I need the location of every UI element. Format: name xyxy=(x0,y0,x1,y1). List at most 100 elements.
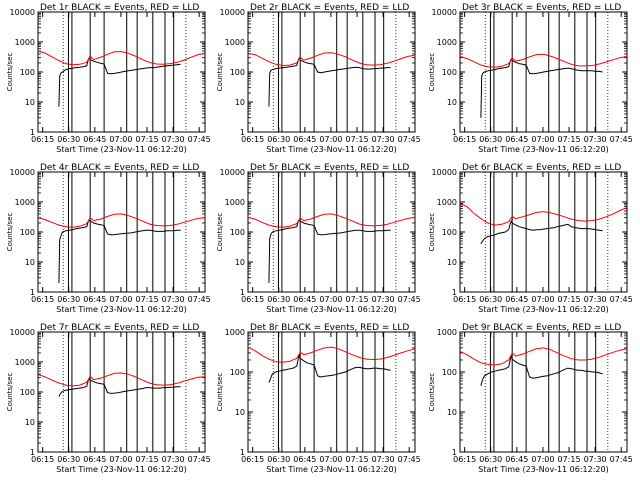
x-tick-label: 06:15 xyxy=(31,295,54,304)
series-line-lld xyxy=(247,346,416,363)
y-tick-label: 10000 xyxy=(432,168,457,177)
x-tick-label: 06:30 xyxy=(479,295,502,304)
y-tick-label: 10 xyxy=(447,98,457,107)
x-axis-label: Start Time (23-Nov-11 06:12:20) xyxy=(478,145,608,154)
chart-panel-8: Det 8r BLACK = Events, RED = LLD 1 10 100 10… xyxy=(216,323,421,474)
series-line-events xyxy=(58,56,181,107)
y-tick-label: 1 xyxy=(452,448,457,457)
x-tick-label: 06:30 xyxy=(57,295,80,304)
y-tick-label: 100 xyxy=(442,368,457,377)
chart-panel-1: Det 1r BLACK = Events, RED = LLD 1 10 100 10… xyxy=(6,3,211,154)
y-tick-label: 100 xyxy=(20,68,35,77)
series-line-events xyxy=(268,218,391,284)
x-tick-label: 06:15 xyxy=(241,135,264,144)
x-tick-label: 06:15 xyxy=(31,135,54,144)
x-tick-label: 06:45 xyxy=(293,295,316,304)
x-tick-label: 06:30 xyxy=(479,455,502,464)
x-tick-label: 07:45 xyxy=(610,455,633,464)
x-axis-label: Start Time (23-Nov-11 06:12:20) xyxy=(478,305,608,314)
x-tick-label: 06:30 xyxy=(267,135,290,144)
x-tick-label: 06:15 xyxy=(453,455,476,464)
x-tick-label: 07:45 xyxy=(188,455,211,464)
series-line-lld xyxy=(37,213,206,228)
chart-title: Det 3r BLACK = Events, RED = LLD xyxy=(462,3,621,13)
x-tick-label: 07:15 xyxy=(135,455,158,464)
x-axis-label: Start Time (23-Nov-11 06:12:20) xyxy=(478,465,608,474)
x-tick-label: 06:45 xyxy=(293,455,316,464)
y-axis-label: Counts/sec xyxy=(428,213,436,252)
y-tick-label: 100 xyxy=(20,228,35,237)
y-tick-label: 10000 xyxy=(220,168,245,177)
y-tick-label: 10 xyxy=(447,258,457,267)
chart-title: Det 7r BLACK = Events, RED = LLD xyxy=(40,323,199,333)
x-tick-label: 07:15 xyxy=(557,455,580,464)
y-tick-label: 1 xyxy=(240,288,245,297)
series-line-lld xyxy=(459,202,628,226)
x-tick-label: 07:00 xyxy=(109,455,132,464)
x-tick-label: 06:15 xyxy=(31,455,54,464)
x-tick-label: 06:30 xyxy=(57,135,80,144)
y-axis-label: Counts/sec xyxy=(216,373,224,412)
x-tick-label: 07:45 xyxy=(398,135,421,144)
x-tick-label: 06:15 xyxy=(241,295,264,304)
chart-panel-7: Det 7r BLACK = Events, RED = LLD 1 10 100 10… xyxy=(6,323,211,474)
chart-panel-6: Det 6r BLACK = Events, RED = LLD 1 10 100 10… xyxy=(428,163,633,314)
x-tick-label: 06:45 xyxy=(505,135,528,144)
chart-title: Det 5r BLACK = Events, RED = LLD xyxy=(250,163,409,173)
series-line-events xyxy=(480,354,603,387)
x-tick-label: 07:30 xyxy=(372,295,395,304)
chart-title: Det 4r BLACK = Events, RED = LLD xyxy=(40,163,199,173)
x-axis-label: Start Time (23-Nov-11 06:12:20) xyxy=(266,465,396,474)
y-tick-label: 10 xyxy=(25,98,35,107)
x-tick-label: 07:45 xyxy=(610,135,633,144)
series-line-lld xyxy=(247,52,416,67)
y-axis-label: Counts/sec xyxy=(216,213,224,252)
series-line-lld xyxy=(459,347,628,366)
y-tick-label: 10 xyxy=(235,408,245,417)
y-tick-label: 10000 xyxy=(10,168,35,177)
x-tick-label: 07:30 xyxy=(584,295,607,304)
series-line-events xyxy=(268,353,391,383)
x-tick-label: 06:30 xyxy=(57,455,80,464)
x-tick-label: 07:15 xyxy=(557,295,580,304)
x-axis-label: Start Time (23-Nov-11 06:12:20) xyxy=(266,305,396,314)
plot-frame xyxy=(247,331,416,453)
x-tick-label: 07:00 xyxy=(531,135,554,144)
y-axis-label: Counts/sec xyxy=(6,53,14,92)
x-tick-label: 06:45 xyxy=(83,295,106,304)
x-tick-label: 07:30 xyxy=(162,295,185,304)
x-tick-label: 07:30 xyxy=(162,135,185,144)
y-tick-label: 10000 xyxy=(10,328,35,337)
chart-panel-4: Det 4r BLACK = Events, RED = LLD 1 10 100 10… xyxy=(6,163,211,314)
series-line-lld xyxy=(459,53,628,68)
y-tick-label: 1000 xyxy=(225,38,245,47)
y-tick-label: 1000 xyxy=(225,198,245,207)
x-tick-label: 06:15 xyxy=(453,135,476,144)
y-tick-label: 1 xyxy=(30,288,35,297)
chart-panel-2: Det 2r BLACK = Events, RED = LLD 1 10 100 10… xyxy=(216,3,421,154)
series-line-lld xyxy=(247,213,416,228)
x-tick-label: 07:00 xyxy=(109,135,132,144)
x-tick-label: 07:30 xyxy=(372,455,395,464)
y-axis-label: Counts/sec xyxy=(6,213,14,252)
x-tick-label: 07:00 xyxy=(319,455,342,464)
x-tick-label: 06:45 xyxy=(293,135,316,144)
y-axis-label: Counts/sec xyxy=(428,373,436,412)
y-tick-label: 10000 xyxy=(10,8,35,17)
x-tick-label: 07:30 xyxy=(372,135,395,144)
y-tick-label: 100 xyxy=(230,368,245,377)
x-tick-label: 07:30 xyxy=(584,455,607,464)
x-tick-label: 07:30 xyxy=(584,135,607,144)
y-tick-label: 10000 xyxy=(432,8,457,17)
x-tick-label: 06:45 xyxy=(505,455,528,464)
y-tick-label: 100 xyxy=(442,228,457,237)
series-line-lld xyxy=(37,372,206,387)
y-tick-label: 10 xyxy=(235,98,245,107)
chart-panel-9: Det 9r BLACK = Events, RED = LLD 1 10 100 10… xyxy=(428,323,633,474)
x-tick-label: 07:00 xyxy=(109,295,132,304)
y-tick-label: 1000 xyxy=(15,38,35,47)
x-tick-label: 07:45 xyxy=(398,295,421,304)
y-axis-label: Counts/sec xyxy=(428,53,436,92)
